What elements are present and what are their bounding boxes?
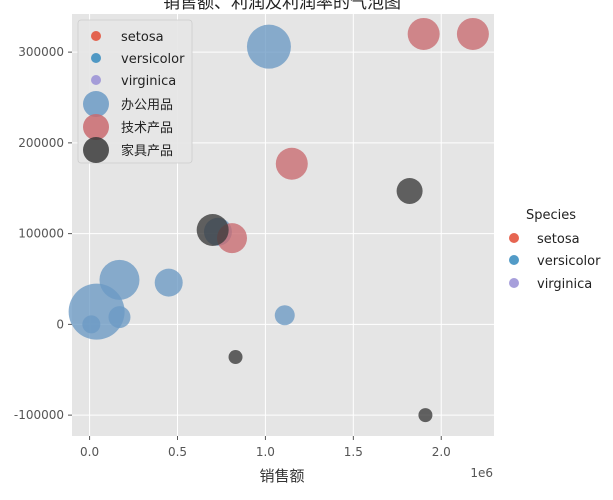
x-tick-label: 0.5 xyxy=(168,445,187,459)
bubble-point xyxy=(228,350,243,365)
outer-legend-label: versicolor xyxy=(537,254,601,269)
chart-title: 销售额、利润及利润率的气泡图 xyxy=(163,0,401,13)
bubble-point xyxy=(246,24,291,69)
x-tick-label: 2.0 xyxy=(432,445,451,459)
outer-legend-marker xyxy=(509,278,519,288)
outer-legend-marker xyxy=(509,233,519,243)
legend-marker xyxy=(91,31,101,41)
bubble-point xyxy=(275,147,308,180)
legend-marker xyxy=(91,75,101,85)
y-tick-label: 300000 xyxy=(18,45,64,59)
y-axis-ticks: -100000 0 100000 200000 300000 xyxy=(14,45,72,422)
legend-label: 家具产品 xyxy=(121,143,173,159)
legend-label: 办公用品 xyxy=(121,98,173,113)
bubble-point xyxy=(418,408,433,423)
legend-marker xyxy=(83,91,109,117)
bubble-point xyxy=(108,306,131,329)
legend-marker xyxy=(83,114,109,140)
bubble-point xyxy=(274,305,295,326)
bubble-point xyxy=(456,17,489,50)
legend-marker xyxy=(83,137,109,163)
x-tick-label: 1.0 xyxy=(256,445,275,459)
y-tick-label: -100000 xyxy=(14,408,64,422)
legend-label: versicolor xyxy=(121,52,185,67)
x-tick-label: 0.0 xyxy=(80,445,99,459)
bubble-point xyxy=(396,177,423,204)
y-tick-label: 0 xyxy=(56,317,64,331)
bubble-point xyxy=(82,315,101,334)
legend-label: setosa xyxy=(121,30,164,45)
legend-label: virginica xyxy=(121,74,176,89)
outer-legend-label: virginica xyxy=(537,277,592,292)
data-points xyxy=(68,17,489,423)
y-tick-label: 100000 xyxy=(18,227,64,241)
y-tick-label: 200000 xyxy=(18,136,64,150)
legend-marker xyxy=(91,53,101,63)
x-tick-label: 1.5 xyxy=(344,445,363,459)
bubble-point xyxy=(407,17,440,50)
outer-legend-marker xyxy=(509,255,519,265)
outer-legend-label: setosa xyxy=(537,232,580,247)
legend-label: 技术产品 xyxy=(121,121,173,136)
x-axis-ticks: 0.0 0.5 1.0 1.5 2.0 xyxy=(80,436,451,459)
bubble-point xyxy=(154,268,183,297)
x-offset-text: 1e6 xyxy=(470,466,493,480)
outer-legend: Species setosa versicolor virginica xyxy=(509,208,601,292)
bubble-point xyxy=(196,213,229,246)
outer-legend-title: Species xyxy=(526,208,576,223)
x-axis-label: 销售额 xyxy=(259,467,304,485)
